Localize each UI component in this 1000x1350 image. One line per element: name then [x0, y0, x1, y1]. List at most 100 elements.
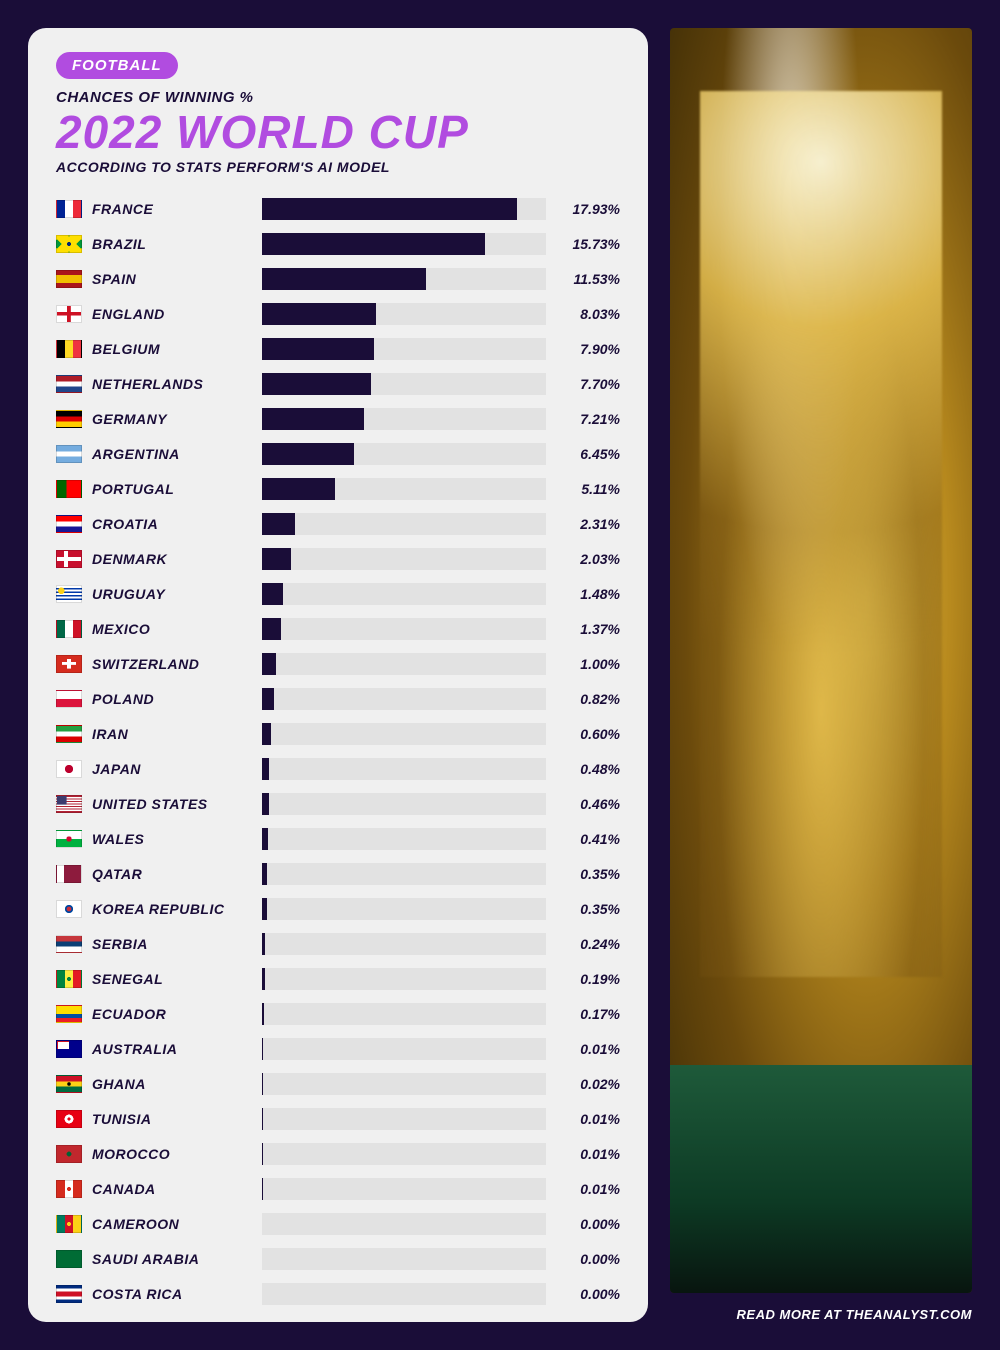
- bar-track: [262, 1108, 546, 1130]
- percent-label: 0.46%: [558, 796, 620, 812]
- table-row: JAPAN 0.48%: [56, 751, 620, 786]
- bar-track: [262, 513, 546, 535]
- percent-label: 0.00%: [558, 1251, 620, 1267]
- percent-label: 0.35%: [558, 901, 620, 917]
- bar-fill: [262, 303, 376, 325]
- bar-fill: [262, 618, 281, 640]
- flag-icon: [56, 1005, 82, 1023]
- bar-fill: [262, 968, 265, 990]
- subtitle-top: CHANCES OF WINNING %: [56, 89, 620, 106]
- percent-label: 0.00%: [558, 1216, 620, 1232]
- bar-fill: [262, 688, 274, 710]
- country-label: UNITED STATES: [92, 796, 262, 812]
- country-label: MEXICO: [92, 621, 262, 637]
- bar-fill: [262, 863, 267, 885]
- bar-track: [262, 1248, 546, 1270]
- bar-fill: [262, 933, 265, 955]
- flag-icon: [56, 515, 82, 533]
- percent-label: 15.73%: [558, 236, 620, 252]
- percent-label: 1.00%: [558, 656, 620, 672]
- table-row: CROATIA2.31%: [56, 506, 620, 541]
- flag-icon: [56, 690, 82, 708]
- country-label: IRAN: [92, 726, 262, 742]
- bar-track: [262, 1178, 546, 1200]
- table-row: QATAR0.35%: [56, 856, 620, 891]
- bar-track: [262, 373, 546, 395]
- bar-track: [262, 968, 546, 990]
- flag-icon: [56, 375, 82, 393]
- bar-fill: [262, 583, 283, 605]
- bar-track: [262, 1003, 546, 1025]
- table-row: CANADA0.01%: [56, 1171, 620, 1206]
- flag-icon: [56, 445, 82, 463]
- country-label: COSTA RICA: [92, 1286, 262, 1302]
- percent-label: 0.01%: [558, 1146, 620, 1162]
- percent-label: 7.90%: [558, 341, 620, 357]
- flag-icon: [56, 900, 82, 918]
- table-row: ENGLAND 8.03%: [56, 296, 620, 331]
- bar-track: [262, 1073, 546, 1095]
- table-row: DENMARK2.03%: [56, 541, 620, 576]
- bar-track: [262, 233, 546, 255]
- country-label: PORTUGAL: [92, 481, 262, 497]
- bar-track: [262, 443, 546, 465]
- table-row: BRAZIL 15.73%: [56, 226, 620, 261]
- flag-icon: [56, 235, 82, 253]
- country-label: JAPAN: [92, 761, 262, 777]
- country-label: ENGLAND: [92, 306, 262, 322]
- percent-label: 5.11%: [558, 481, 620, 497]
- country-label: URUGUAY: [92, 586, 262, 602]
- country-label: SAUDI ARABIA: [92, 1251, 262, 1267]
- bar-fill: [262, 443, 354, 465]
- bar-fill: [262, 1003, 264, 1025]
- bar-track: [262, 758, 546, 780]
- table-row: CAMEROON0.00%: [56, 1206, 620, 1241]
- table-row: URUGUAY1.48%: [56, 576, 620, 611]
- bar-fill: [262, 268, 426, 290]
- percent-label: 0.60%: [558, 726, 620, 742]
- percent-label: 0.48%: [558, 761, 620, 777]
- country-label: NETHERLANDS: [92, 376, 262, 392]
- country-label: DENMARK: [92, 551, 262, 567]
- country-label: MOROCCO: [92, 1146, 262, 1162]
- bar-fill: [262, 898, 267, 920]
- country-label: KOREA REPUBLIC: [92, 901, 262, 917]
- bar-track: [262, 653, 546, 675]
- bar-fill: [262, 408, 364, 430]
- flag-icon: [56, 1250, 82, 1268]
- bar-fill: [262, 548, 291, 570]
- flag-icon: [56, 270, 82, 288]
- table-row: TUNISIA 0.01%: [56, 1101, 620, 1136]
- flag-icon: [56, 1040, 82, 1058]
- percent-label: 0.17%: [558, 1006, 620, 1022]
- table-row: IRAN 0.60%: [56, 716, 620, 751]
- country-label: FRANCE: [92, 201, 262, 217]
- bar-track: [262, 1038, 546, 1060]
- country-label: SWITZERLAND: [92, 656, 262, 672]
- bar-fill: [262, 373, 371, 395]
- bar-track: [262, 828, 546, 850]
- bar-track: [262, 898, 546, 920]
- country-label: SPAIN: [92, 271, 262, 287]
- bar-track: [262, 408, 546, 430]
- bar-track: [262, 1213, 546, 1235]
- table-row: ARGENTINA6.45%: [56, 436, 620, 471]
- flag-icon: [56, 585, 82, 603]
- percent-label: 8.03%: [558, 306, 620, 322]
- bar-fill: [262, 828, 268, 850]
- table-row: MOROCCO 0.01%: [56, 1136, 620, 1171]
- percent-label: 17.93%: [558, 201, 620, 217]
- table-row: UNITED STATES 0.46%: [56, 786, 620, 821]
- country-label: SENEGAL: [92, 971, 262, 987]
- country-label: AUSTRALIA: [92, 1041, 262, 1057]
- bar-track: [262, 688, 546, 710]
- bar-track: [262, 478, 546, 500]
- flag-icon: [56, 1145, 82, 1163]
- footer-text: READ MORE AT THEANALYST.COM: [670, 1307, 972, 1322]
- flag-icon: [56, 410, 82, 428]
- percent-label: 0.01%: [558, 1111, 620, 1127]
- bar-chart-rows: FRANCE17.93%BRAZIL15.73%SPAIN11.53%ENGLA…: [56, 191, 620, 1311]
- country-label: TUNISIA: [92, 1111, 262, 1127]
- table-row: PORTUGAL 5.11%: [56, 471, 620, 506]
- country-label: BRAZIL: [92, 236, 262, 252]
